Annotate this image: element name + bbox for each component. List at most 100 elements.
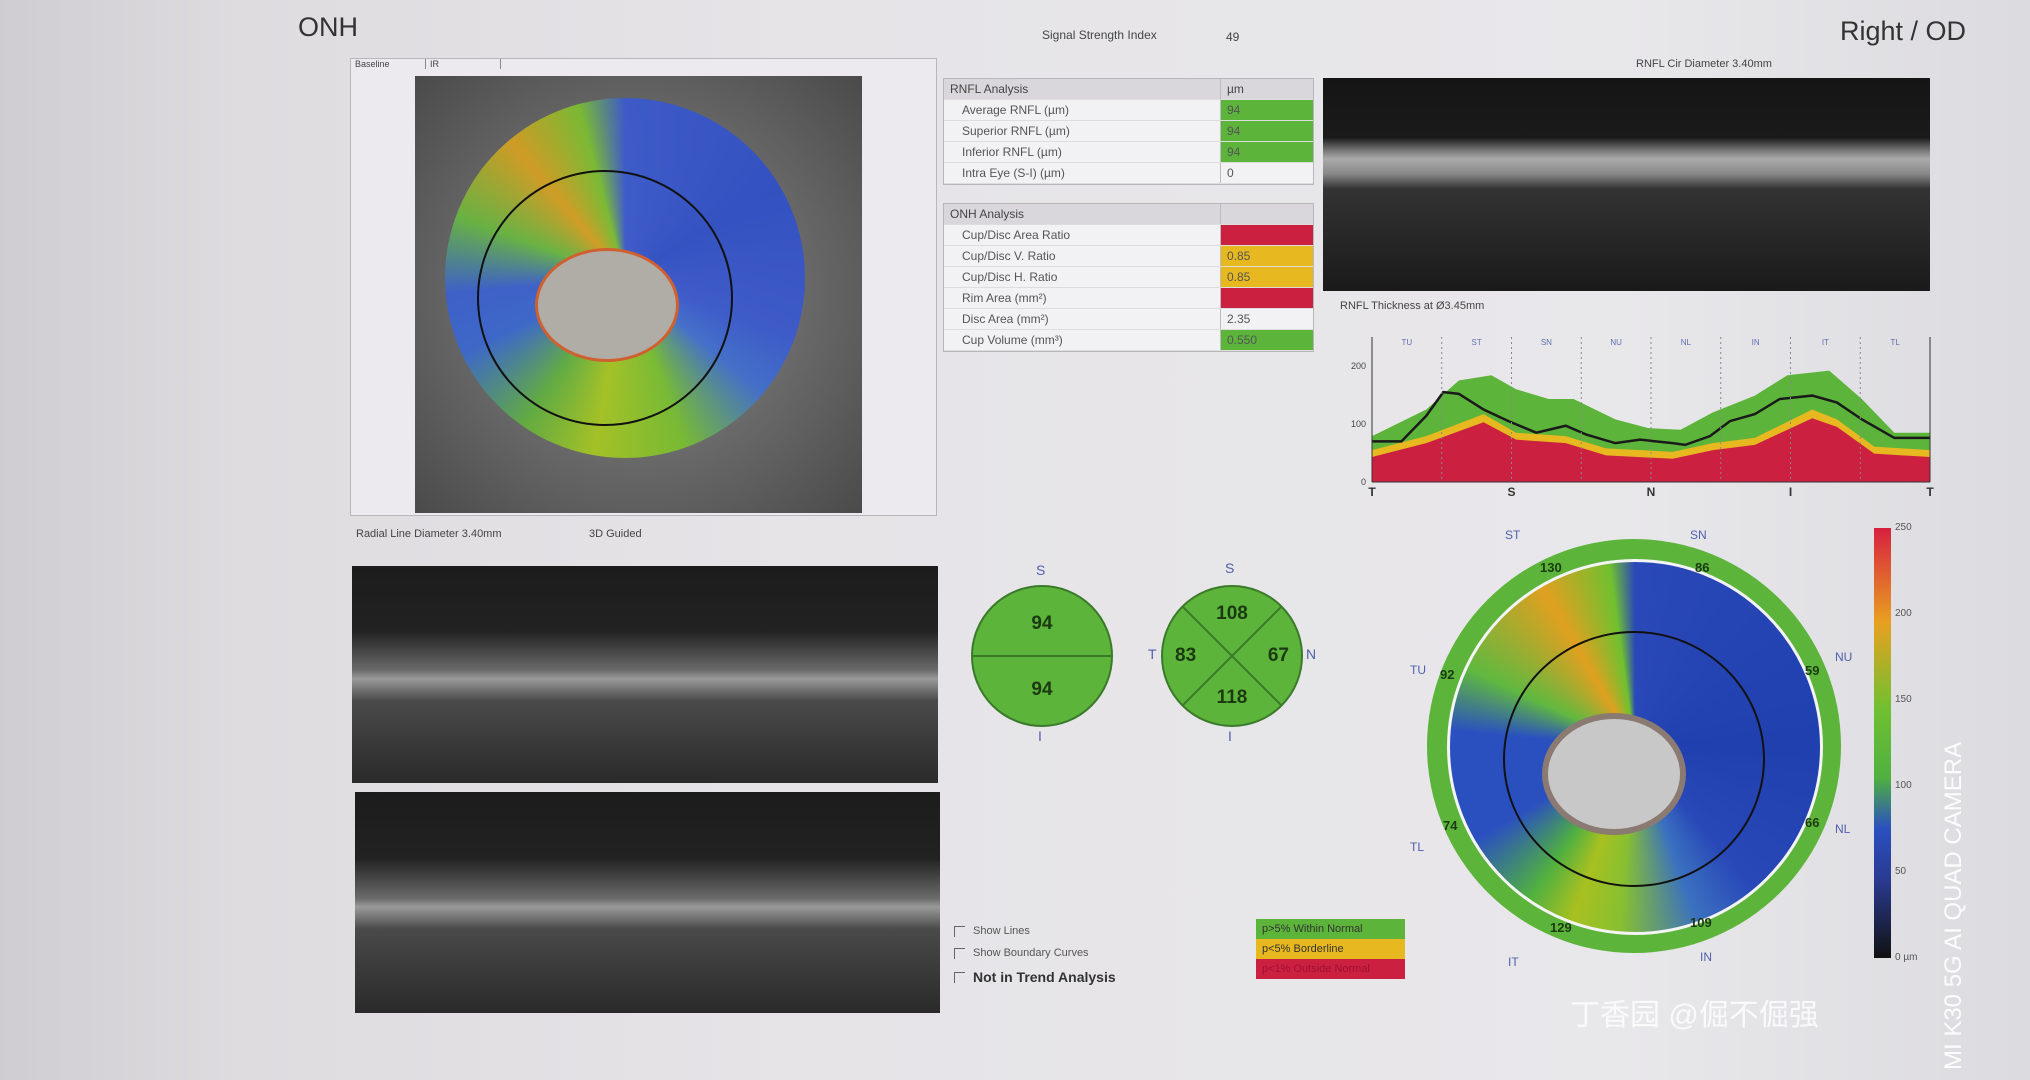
table-row: Superior RNFL (µm) 94 — [944, 120, 1313, 142]
show-boundary-label: Show Boundary Curves — [973, 947, 1089, 959]
clock-sector-ring — [1427, 539, 1841, 953]
colorbar — [1874, 528, 1891, 958]
tab-ir[interactable]: IR — [425, 59, 501, 69]
table-row: Disc Area (mm²) 2.35 — [944, 308, 1313, 330]
scan-circle — [477, 170, 733, 426]
row-value — [1220, 224, 1313, 246]
unit-header — [1220, 204, 1313, 225]
sector-label: SN — [1541, 338, 1552, 347]
significance-legend: p>5% Within Normal p<5% Borderline p<1% … — [1256, 919, 1405, 979]
row-value: 94 — [1220, 141, 1313, 163]
clock-label-tl: TL — [1410, 840, 1425, 854]
x-tick-label: T — [1926, 485, 1934, 499]
clock-label-st: ST — [1505, 528, 1521, 542]
show-lines-checkbox[interactable] — [954, 925, 965, 937]
y-tick-label: 100 — [1351, 419, 1366, 429]
quad-superior-value: 108 — [1216, 603, 1248, 624]
table-row: Intra Eye (S-I) (µm) 0 — [944, 162, 1313, 184]
sector-label: IT — [1822, 338, 1829, 347]
row-label: Disc Area (mm²) — [944, 308, 1221, 330]
quad-n-label: N — [1306, 646, 1317, 662]
camera-watermark: MI K30 5G AI QUAD CAMERA — [1940, 741, 1967, 1070]
show-lines-label: Show Lines — [973, 925, 1030, 937]
table-row: Cup Volume (mm³) 0.550 — [944, 329, 1313, 351]
row-label: Cup Volume (mm³) — [944, 329, 1221, 351]
tab-baseline[interactable]: Baseline — [355, 59, 390, 69]
cir-scan-label: RNFL Cir Diameter 3.40mm — [1636, 58, 1772, 70]
hemi-divider — [973, 655, 1111, 657]
clock-label-it: IT — [1508, 955, 1519, 969]
normative-band-2 — [1372, 418, 1930, 482]
sector-label: ST — [1472, 338, 1482, 347]
clock-value-nu: 59 — [1805, 663, 1820, 678]
clock-label-in: IN — [1700, 950, 1712, 964]
row-value — [1220, 287, 1313, 309]
y-tick-label: 200 — [1351, 361, 1366, 371]
options-panel: Show Lines Show Boundary Curves Not in T… — [954, 925, 1116, 995]
scan-mode-label: 3D Guided — [589, 528, 642, 540]
table-row: Cup/Disc H. Ratio 0.85 — [944, 266, 1313, 288]
signal-label: Signal Strength Index — [1042, 28, 1157, 42]
eye-label: Right / OD — [1840, 16, 1967, 46]
signal-value: 49 — [1226, 30, 1240, 44]
table-row: Average RNFL (µm) 94 — [944, 99, 1313, 121]
legend-normal: p>5% Within Normal — [1256, 919, 1405, 939]
patient-rnfl-line — [1372, 390, 1930, 447]
circular-b-scan — [1323, 78, 1930, 291]
sector-label: TL — [1890, 338, 1900, 347]
quad-s-label: S — [1225, 560, 1235, 576]
quad-nasal-value: 67 — [1267, 645, 1289, 666]
quadrant-sector-circle: 108 83 67 118 — [1161, 585, 1303, 727]
unit-header: µm — [1220, 79, 1313, 100]
hemi-superior-value: 94 — [1031, 613, 1053, 634]
clock-value-nl: 66 — [1805, 815, 1820, 830]
hemi-i-label: I — [1038, 728, 1042, 744]
clock-value-tu: 92 — [1440, 667, 1455, 682]
clock-value-st: 130 — [1540, 560, 1562, 575]
clock-value-it: 129 — [1550, 920, 1572, 935]
table-row: Cup/Disc Area Ratio — [944, 224, 1313, 246]
show-boundary-checkbox[interactable] — [954, 947, 965, 959]
table-title: ONH Analysis — [944, 204, 1221, 225]
row-value: 0.85 — [1220, 266, 1313, 288]
x-tick-label: I — [1789, 485, 1792, 499]
clock-label-sn: SN — [1690, 528, 1707, 542]
row-label: Superior RNFL (µm) — [944, 120, 1221, 142]
colorbar-tick: 100 — [1895, 780, 1912, 791]
table-title: RNFL Analysis — [944, 79, 1221, 100]
onh-analysis-table: ONH Analysis Cup/Disc Area Ratio Cup/Disc … — [943, 203, 1314, 352]
sector-label: TU — [1402, 338, 1413, 347]
hemi-sector-circle: 94 94 — [971, 585, 1113, 727]
table-row: Rim Area (mm²) — [944, 287, 1313, 309]
row-label: Average RNFL (µm) — [944, 99, 1221, 121]
quad-temporal-value: 83 — [1175, 645, 1197, 666]
x-tick-label: T — [1368, 485, 1376, 499]
hemi-s-label: S — [1036, 562, 1046, 578]
clock-value-in: 109 — [1690, 915, 1712, 930]
table-row: Cup/Disc V. Ratio 0.85 — [944, 245, 1313, 267]
row-value: 0 — [1220, 162, 1313, 184]
row-label: Intra Eye (S-I) (µm) — [944, 162, 1221, 184]
optic-disc — [535, 248, 679, 362]
trend-label: Not in Trend Analysis — [973, 969, 1116, 985]
map-optic-disc — [1542, 713, 1686, 835]
sector-label: IN — [1752, 338, 1760, 347]
colorbar-tick: 200 — [1895, 608, 1912, 619]
trend-checkbox[interactable] — [954, 971, 965, 983]
chart-title: RNFL Thickness at Ø3.45mm — [1340, 300, 1485, 312]
colorbar-tick: 150 — [1895, 694, 1912, 705]
quad-inferior-value: 118 — [1216, 687, 1248, 708]
colorbar-tick: 250 — [1895, 522, 1912, 533]
clock-label-nl: NL — [1835, 822, 1851, 836]
table-row: Inferior RNFL (µm) 94 — [944, 141, 1313, 163]
sector-label: NL — [1681, 338, 1692, 347]
colorbar-tick: 50 — [1895, 866, 1907, 877]
quad-i-label: I — [1228, 728, 1232, 744]
map-scan-circle — [1503, 631, 1765, 887]
colorbar-tick: 0 µm — [1895, 952, 1918, 963]
legend-outside: p<1% Outside Normal — [1256, 959, 1405, 979]
clock-label-tu: TU — [1410, 663, 1426, 677]
rnfl-analysis-table: RNFL Analysis µm Average RNFL (µm) 94 Superi… — [943, 78, 1314, 185]
clock-label-nu: NU — [1835, 650, 1853, 664]
